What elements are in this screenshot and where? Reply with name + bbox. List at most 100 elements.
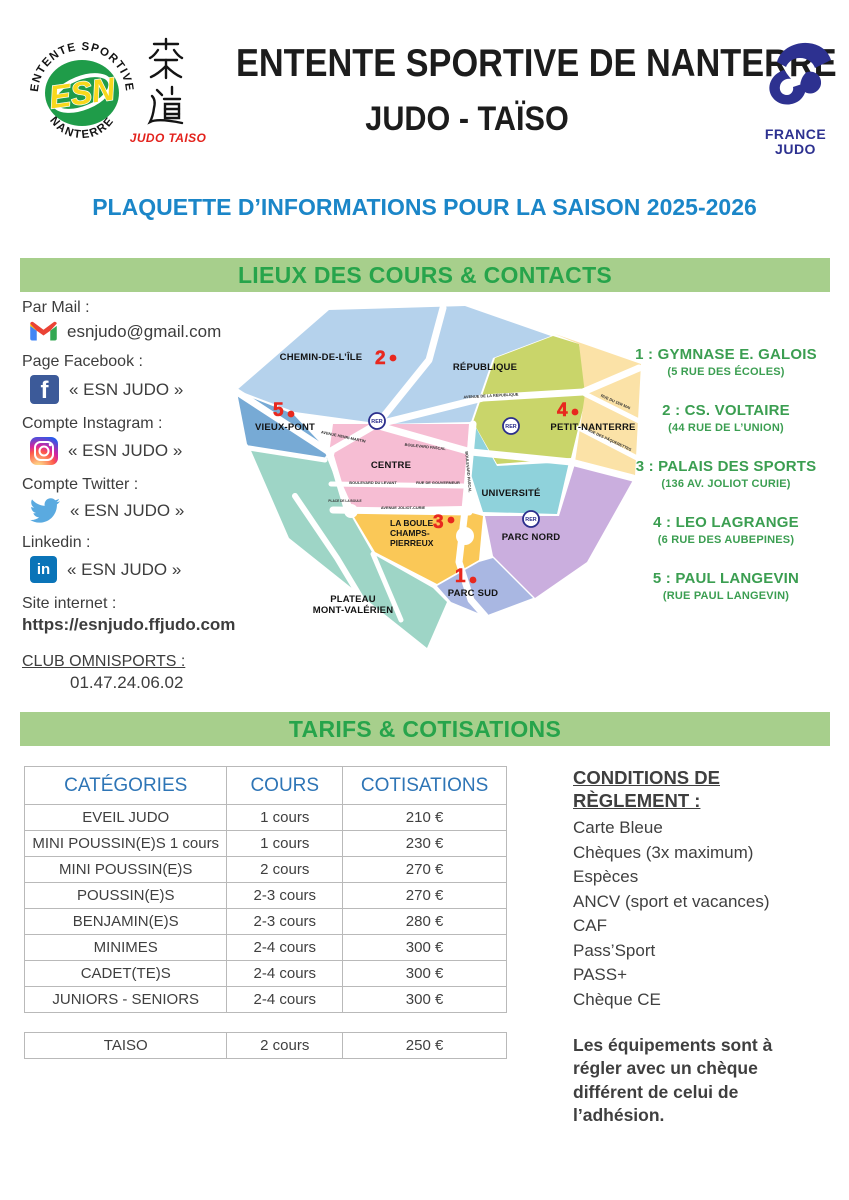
district-parc-nord (485, 464, 633, 598)
title-line1: ENTENTE SPORTIVE DE NANTERRE (235, 42, 837, 85)
omnisports-block: CLUB OMNISPORTS : 01.47.24.06.02 (22, 653, 237, 693)
col-header-cours: COURS (226, 766, 344, 805)
instagram-icon (30, 437, 58, 465)
mail-label: Par Mail : (22, 299, 90, 316)
cell-cotisation: 300 € (342, 986, 507, 1013)
venue-markers: 1 2 3 4 5 (273, 348, 579, 587)
district-label-vieux-pont: VIEUX-PONT (255, 422, 315, 433)
cell-category: MINIMES (23, 934, 228, 961)
venue-item: 1 : GYMNASE E. GALOIS (5 RUE DES ÉCOLES) (630, 346, 822, 378)
table-row: MINI POUSSIN(E)S 2 cours 270 € (23, 856, 507, 883)
district-label-la-boule-2: CHAMPS- (390, 528, 430, 538)
marker-4-dot (571, 408, 579, 416)
venue-item: 4 : LEO LAGRANGE (6 RUE DES AUBEPINES) (630, 514, 822, 546)
website-block: Site internet : https://esnjudo.ffjudo.c… (22, 595, 237, 635)
district-petit-nanterre (555, 334, 641, 476)
venue-item: 2 : CS. VOLTAIRE (44 RUE DE L’UNION) (630, 402, 822, 434)
table-row: TAISO 2 cours 250 € (23, 1032, 507, 1059)
venue-name: 2 : CS. VOLTAIRE (662, 402, 790, 419)
instagram-row[interactable]: « ESN JUDO » (30, 437, 237, 465)
club-logo-graphic: ENTENTE SPORTIVE NANTERRE ESN JUDO TAISO (28, 37, 207, 146)
website-url[interactable]: https://esnjudo.ffjudo.com (22, 615, 236, 634)
twitter-row[interactable]: « ESN JUDO » (30, 498, 237, 523)
email-address[interactable]: esnjudo@gmail.com (67, 321, 222, 341)
france-judo-wordmark: FRANCE JUDO (748, 127, 843, 157)
cell-cours: 1 cours (226, 830, 344, 857)
france-judo-line2: JUDO (775, 141, 816, 157)
venue-address: (5 RUE DES ÉCOLES) (667, 366, 785, 378)
cell-category: MINI POUSSIN(E)S (23, 856, 228, 883)
nanterre-district-map: AVENUE HENRI-MARTIN BOULEVARD PASCAL AVE… (233, 300, 645, 652)
instagram-handle[interactable]: « ESN JUDO » (68, 441, 183, 460)
twitter-handle[interactable]: « ESN JUDO » (70, 500, 185, 520)
taiso-table: TAISO 2 cours 250 € (23, 1032, 507, 1059)
title-line2: JUDO - TAÏSO (365, 100, 570, 138)
marker-2-dot (389, 354, 397, 362)
linkedin-handle[interactable]: « ESN JUDO » (67, 559, 182, 579)
conditions-title: CONDITIONS DE RÈGLEMENT : (573, 767, 720, 812)
street-label: BOULEVARD PASCAL (464, 451, 473, 493)
omnisports-label: CLUB OMNISPORTS : (22, 653, 186, 670)
cell-cours: 2-4 cours (226, 986, 344, 1013)
payment-method: Espèces (573, 867, 639, 887)
marker-3-dot (447, 516, 455, 524)
map-roads (233, 304, 644, 623)
club-logo-swoosh (51, 73, 113, 113)
facebook-row[interactable]: f « ESN JUDO » (30, 375, 237, 404)
district-label-universite: UNIVERSITÉ (481, 488, 540, 499)
marker-1: 1 (455, 566, 466, 587)
street-label: BOULEVARD PASCAL (404, 442, 446, 451)
map-district-labels: CHEMIN-DE-L’ÎLE RÉPUBLIQUE PETIT-NANTERR… (255, 351, 635, 616)
district-label-plateau-1: PLATEAU (330, 594, 376, 605)
club-logo-subtext: JUDO TAISO (130, 131, 207, 145)
cell-cotisation: 300 € (342, 960, 507, 987)
table-row: MINI POUSSIN(E)S 1 cours 1 cours 230 € (23, 830, 507, 857)
marker-5: 5 (273, 400, 284, 421)
table-row: MINIMES 2-4 cours 300 € (23, 934, 507, 961)
tarifs-banner: TARIFS & COTISATIONS (20, 712, 830, 746)
venue-name: 4 : LEO LAGRANGE (653, 514, 799, 531)
payment-method: Carte Bleue (573, 818, 663, 838)
cell-cours: 2-3 cours (226, 908, 344, 935)
payment-method: Chèques (3x maximum) (573, 842, 754, 862)
cell-category: MINI POUSSIN(E)S 1 cours (23, 830, 228, 857)
cell-category: EVEIL JUDO (23, 804, 228, 831)
facebook-label: Page Facebook : (22, 353, 143, 370)
facebook-icon: f (30, 375, 59, 404)
venue-address: (136 AV. JOLIOT CURIE) (661, 478, 791, 490)
cell-cours: 1 cours (226, 804, 344, 831)
linkedin-row[interactable]: in « ESN JUDO » (30, 556, 237, 583)
linkedin-icon: in (30, 556, 57, 583)
cell-cours: 2-3 cours (226, 882, 344, 909)
rer-badge-icon: RER (368, 412, 386, 430)
marker-5-dot (287, 410, 295, 418)
marker-1-dot (469, 576, 477, 584)
venue-address: (44 RUE DE L’UNION) (668, 422, 784, 434)
kanji-judo-icon (147, 37, 184, 125)
cell-cotisation: 280 € (342, 908, 507, 935)
venue-item: 5 : PAUL LANGEVIN (RUE PAUL LANGEVIN) (630, 570, 822, 602)
locations-banner: LIEUX DES COURS & CONTACTS (20, 258, 830, 292)
payment-method: CAF (573, 916, 607, 936)
mail-row[interactable]: esnjudo@gmail.com (30, 321, 237, 342)
street-label: RUE DE GOUVERNEUR (416, 480, 460, 485)
district-universite (469, 426, 569, 514)
cell-cotisation: 230 € (342, 830, 507, 857)
payment-conditions: CONDITIONS DE RÈGLEMENT : Carte Bleue Ch… (573, 766, 835, 1127)
district-label-chemin: CHEMIN-DE-L’ÎLE (280, 351, 363, 363)
district-chemin-de-l-ile (237, 306, 551, 424)
district-label-parc-nord: PARC NORD (502, 532, 561, 543)
contacts-panel: Par Mail : esnjudo@gmail.com Page Facebo… (22, 299, 237, 693)
cell-category: TAISO (23, 1032, 228, 1059)
venue-name: 5 : PAUL LANGEVIN (652, 570, 800, 587)
payment-method: Pass’Sport (573, 940, 656, 960)
street-label: PLACE DE LA BOULE (328, 499, 361, 503)
twitter-label: Compte Twitter : (22, 476, 139, 493)
cell-category: BENJAMIN(E)S (23, 908, 228, 935)
district-republique (473, 336, 587, 464)
marker-3: 3 (433, 512, 444, 533)
facebook-handle[interactable]: « ESN JUDO » (69, 379, 184, 399)
france-judo-icon (768, 42, 831, 105)
cell-cours: 2 cours (226, 856, 344, 883)
